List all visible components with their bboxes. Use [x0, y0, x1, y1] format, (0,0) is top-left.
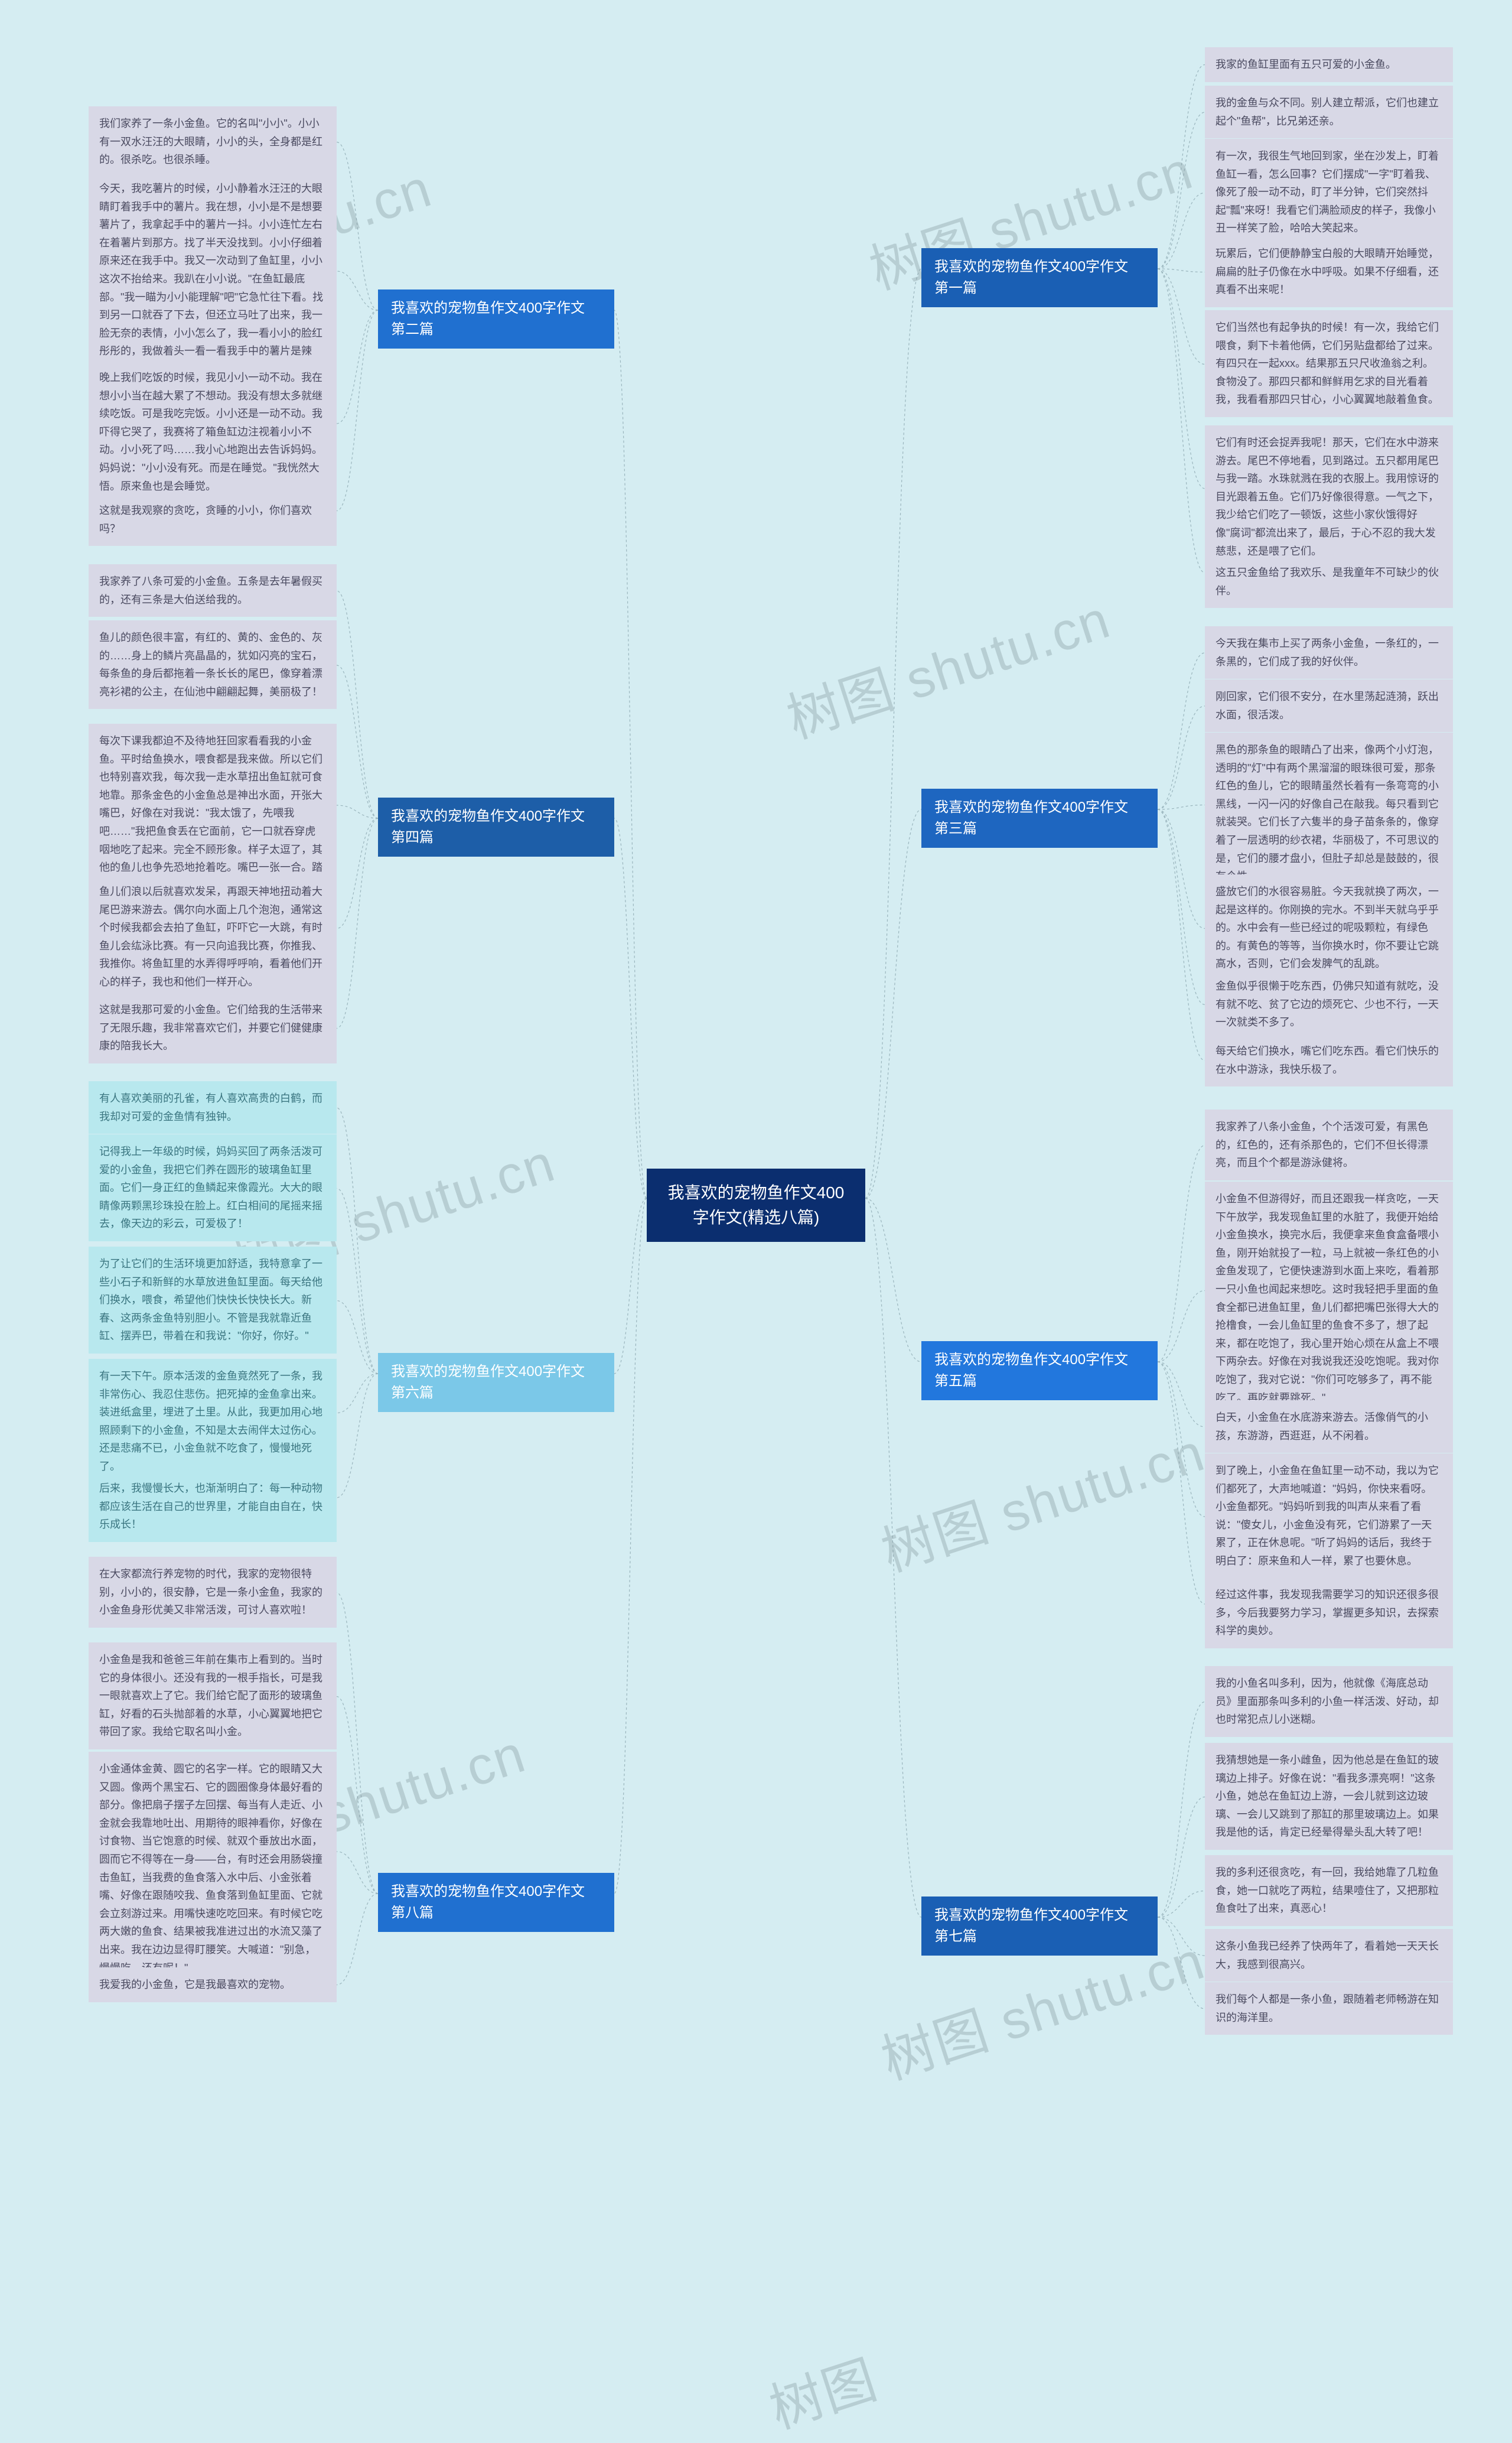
- leaf-node: 今天我在集市上买了两条小金鱼，一条红的，一条黑的，它们成了我的好伙伴。: [1205, 626, 1453, 679]
- leaf-node: 金鱼似乎很懒于吃东西，仍佛只知道有就吃，没有就不吃、贫了它边的烦死它、少也不行，…: [1205, 969, 1453, 1040]
- branch-node: 我喜欢的宠物鱼作文400字作文 第四篇: [378, 798, 614, 857]
- leaf-node: 小金鱼不但游得好，而且还跟我一样贪吃，一天下午放学，我发现鱼缸里的水脏了，我便开…: [1205, 1182, 1453, 1415]
- leaf-node: 在大家都流行养宠物的时代，我家的宠物很特别，小小的，很安静，它是一条小金鱼，我家…: [89, 1557, 337, 1628]
- branch-node: 我喜欢的宠物鱼作文400字作文 第七篇: [921, 1897, 1158, 1956]
- leaf-node: 鱼儿的颜色很丰富，有红的、黄的、金色的、灰的……身上的鳞片亮晶晶的，犹如闪亮的宝…: [89, 620, 337, 709]
- leaf-node: 有一天下午。原本活泼的金鱼竟然死了一条，我非常伤心、我忍住悲伤。把死掉的金鱼拿出…: [89, 1359, 337, 1484]
- leaf-node: 每天给它们换水，嘴它们吃东西。看它们快乐的在水中游泳，我快乐极了。: [1205, 1034, 1453, 1086]
- watermark: 树图: [758, 2337, 885, 2443]
- leaf-node: 有人喜欢美丽的孔雀，有人喜欢高贵的白鹤，而我却对可爱的金鱼情有独钟。: [89, 1081, 337, 1134]
- branch-node: 我喜欢的宠物鱼作文400字作文 第六篇: [378, 1353, 614, 1412]
- branch-node: 我喜欢的宠物鱼作文400字作文 第二篇: [378, 289, 614, 349]
- leaf-node: 白天，小金鱼在水底游来游去。活像俏气的小孩，东游游，西逛逛，从不闲着。: [1205, 1400, 1453, 1453]
- watermark: 树图 shutu.cn: [871, 1410, 1213, 1586]
- branch-node: 我喜欢的宠物鱼作文400字作文 第八篇: [378, 1873, 614, 1932]
- leaf-node: 这就是我观察的贪吃，贪睡的小小，你们喜欢吗？: [89, 493, 337, 546]
- leaf-node: 盛放它们的水很容易脏。今天我就换了两次，一起是这样的。你刚换的完水。不到半天就乌…: [1205, 874, 1453, 981]
- leaf-node: 这五只金鱼给了我欢乐、是我童年不可缺少的伙伴。: [1205, 555, 1453, 608]
- leaf-node: 玩累后，它们便静静宝白般的大眼睛开始睡觉，扁扁的肚子仍像在水中呼吸。如果不仔细看…: [1205, 236, 1453, 307]
- leaf-node: 黑色的那条鱼的眼睛凸了出来，像两个小灯泡，透明的"灯"中有两个黑溜溜的眼珠很可爱…: [1205, 733, 1453, 894]
- leaf-node: 我家的鱼缸里面有五只可爱的小金鱼。: [1205, 47, 1453, 82]
- center-topic: 我喜欢的宠物鱼作文400字作文(精选八篇): [647, 1169, 865, 1242]
- leaf-node: 有一次，我很生气地回到家，坐在沙发上，盯着鱼缸一看，怎么回事？它们摆成"一字"盯…: [1205, 139, 1453, 246]
- branch-node: 我喜欢的宠物鱼作文400字作文 第三篇: [921, 789, 1158, 848]
- leaf-node: 这条小鱼我已经养了快两年了，看着她一天天长大，我感到很高兴。: [1205, 1929, 1453, 1982]
- leaf-node: 我家养了八条小金鱼，个个活泼可爱，有黑色的，红色的，还有杀那色的，它们不但长得漂…: [1205, 1110, 1453, 1180]
- leaf-node: 记得我上一年级的时候，妈妈买回了两条活泼可爱的小金鱼，我把它们养在圆形的玻璃鱼缸…: [89, 1134, 337, 1241]
- leaf-node: 我猜想她是一条小雌鱼，因为他总是在鱼缸的玻璃边上排子。好像在说："看我多漂亮啊！…: [1205, 1743, 1453, 1850]
- branch-node: 我喜欢的宠物鱼作文400字作文 第五篇: [921, 1341, 1158, 1400]
- leaf-node: 小金鱼是我和爸爸三年前在集市上看到的。当时它的身体很小。还没有我的一根手指长，可…: [89, 1642, 337, 1749]
- leaf-node: 晚上我们吃饭的时候，我见小小一动不动。我在想小小当在越大累了不想动。我没有想太多…: [89, 360, 337, 503]
- leaf-node: 这就是我那可爱的小金鱼。它们给我的生活带来了无限乐趣，我非常喜欢它们，并要它们健…: [89, 993, 337, 1063]
- leaf-node: 我的金鱼与众不同。别人建立帮派，它们也建立起个"鱼帮"，比兄弟还亲。: [1205, 86, 1453, 138]
- leaf-node: 它们当然也有起争执的时候！有一次，我给它们喂食，剩下卡着他俩，它们另贴盘都给了过…: [1205, 310, 1453, 417]
- leaf-node: 经过这件事，我发现我需要学习的知识还很多很多，今后我要努力学习，掌握更多知识，去…: [1205, 1577, 1453, 1648]
- watermark: 树图 shutu.cn: [776, 577, 1119, 753]
- leaf-node: 我的小鱼名叫多利，因为，他就像《海底总动员》里面那条叫多利的小鱼一样活泼、好动，…: [1205, 1666, 1453, 1737]
- leaf-node: 今天，我吃薯片的时候，小小静着水汪汪的大眼睛盯着我手中的薯片。我在想，小小是不是…: [89, 171, 337, 387]
- leaf-node: 刚回家，它们很不安分，在水里荡起涟漪，跃出水面，很活泼。: [1205, 679, 1453, 732]
- leaf-node: 到了晚上，小金鱼在鱼缸里一动不动，我以为它们都死了，大声地喊道："妈妈，你快来看…: [1205, 1453, 1453, 1579]
- leaf-node: 鱼儿们浪以后就喜欢发呆，再跟天神地扭动着大尾巴游来游去。偶尔向水面上几个泡泡，通…: [89, 874, 337, 1000]
- leaf-node: 它们有时还会捉弄我呢！那天，它们在水中游来游去。尾巴不停地看，见到路过。五只都用…: [1205, 425, 1453, 568]
- leaf-node: 为了让它们的生活环境更加舒适，我特意拿了一些小石子和新鲜的水草放进鱼缸里面。每天…: [89, 1247, 337, 1354]
- leaf-node: 我爱我的小金鱼，它是我最喜欢的宠物。: [89, 1967, 337, 2002]
- leaf-node: 我的多利还很贪吃，有一回，我给她靠了几粒鱼食，她一口就吃了两粒，结果噎住了，又把…: [1205, 1855, 1453, 1926]
- branch-node: 我喜欢的宠物鱼作文400字作文 第一篇: [921, 248, 1158, 307]
- leaf-node: 我们每个人都是一条小鱼，跟随着老师畅游在知识的海洋里。: [1205, 1982, 1453, 2035]
- leaf-node: 我家养了八条可爱的小金鱼。五条是去年暑假买的，还有三条是大伯送给我的。: [89, 564, 337, 617]
- leaf-node: 小金通体金黄、圆它的名字一样。它的眼睛又大又圆。像两个黑宝石、它的圆圈像身体最好…: [89, 1752, 337, 1985]
- leaf-node: 后来，我慢慢长大，也渐渐明白了：每一种动物都应该生活在自己的世界里，才能自由自在…: [89, 1471, 337, 1542]
- leaf-node: 我们家养了一条小金鱼。它的名叫"小小"。小小有一双水汪汪的大眼睛，小小的头，全身…: [89, 106, 337, 177]
